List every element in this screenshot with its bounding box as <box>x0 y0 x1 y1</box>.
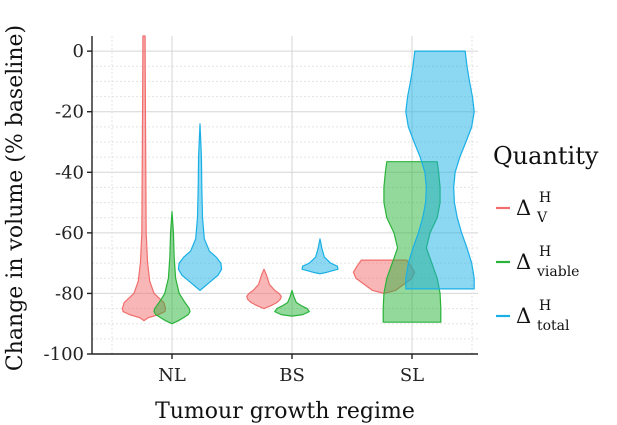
violin-1-bs-series-2 <box>301 238 339 275</box>
y-tick-label: -80 <box>55 283 84 304</box>
violins <box>121 35 475 325</box>
violin-1-bs-series-1 <box>274 289 310 317</box>
legend-title: Quantity <box>493 142 599 170</box>
legend-label-V: Δ <box>516 196 531 220</box>
violin-0-nl-series-0 <box>121 35 167 322</box>
y-tick-label: -60 <box>55 223 84 244</box>
y-tick-label: -40 <box>55 162 84 183</box>
legend-label-V-sub: V <box>536 210 548 226</box>
x-axis-title: Tumour growth regime <box>155 399 415 424</box>
violin-0-nl-series-2 <box>177 123 223 291</box>
axes <box>91 36 478 355</box>
legend-label-viable: Δ <box>516 250 531 274</box>
y-tick-label: -100 <box>44 344 84 365</box>
x-tick-label-nl: NL <box>158 365 186 386</box>
y-tick-label: 0 <box>73 41 84 62</box>
x-ticks: NL BS SL <box>158 354 424 386</box>
legend-label-viable-sup: H <box>539 244 551 260</box>
x-tick-label-bs: BS <box>279 365 305 386</box>
legend-label-viable-sub: viable <box>536 264 579 280</box>
violin-1-bs-series-0 <box>246 268 282 310</box>
legend-label-V-sup: H <box>539 190 551 206</box>
violin-0-nl-series-1 <box>153 211 191 325</box>
y-tick-label: -20 <box>55 102 84 123</box>
legend-label-total-sup: H <box>539 298 551 314</box>
legend-label-total: Δ <box>516 304 531 328</box>
legend-label-total-sub: total <box>537 318 570 334</box>
x-tick-label-sl: SL <box>400 365 424 386</box>
y-axis-title: Change in volume (% baseline) <box>3 25 28 371</box>
violin-2-sl-series-2 <box>405 50 475 290</box>
y-ticks: 0 -20 -40 -60 -80 -100 <box>44 41 92 365</box>
